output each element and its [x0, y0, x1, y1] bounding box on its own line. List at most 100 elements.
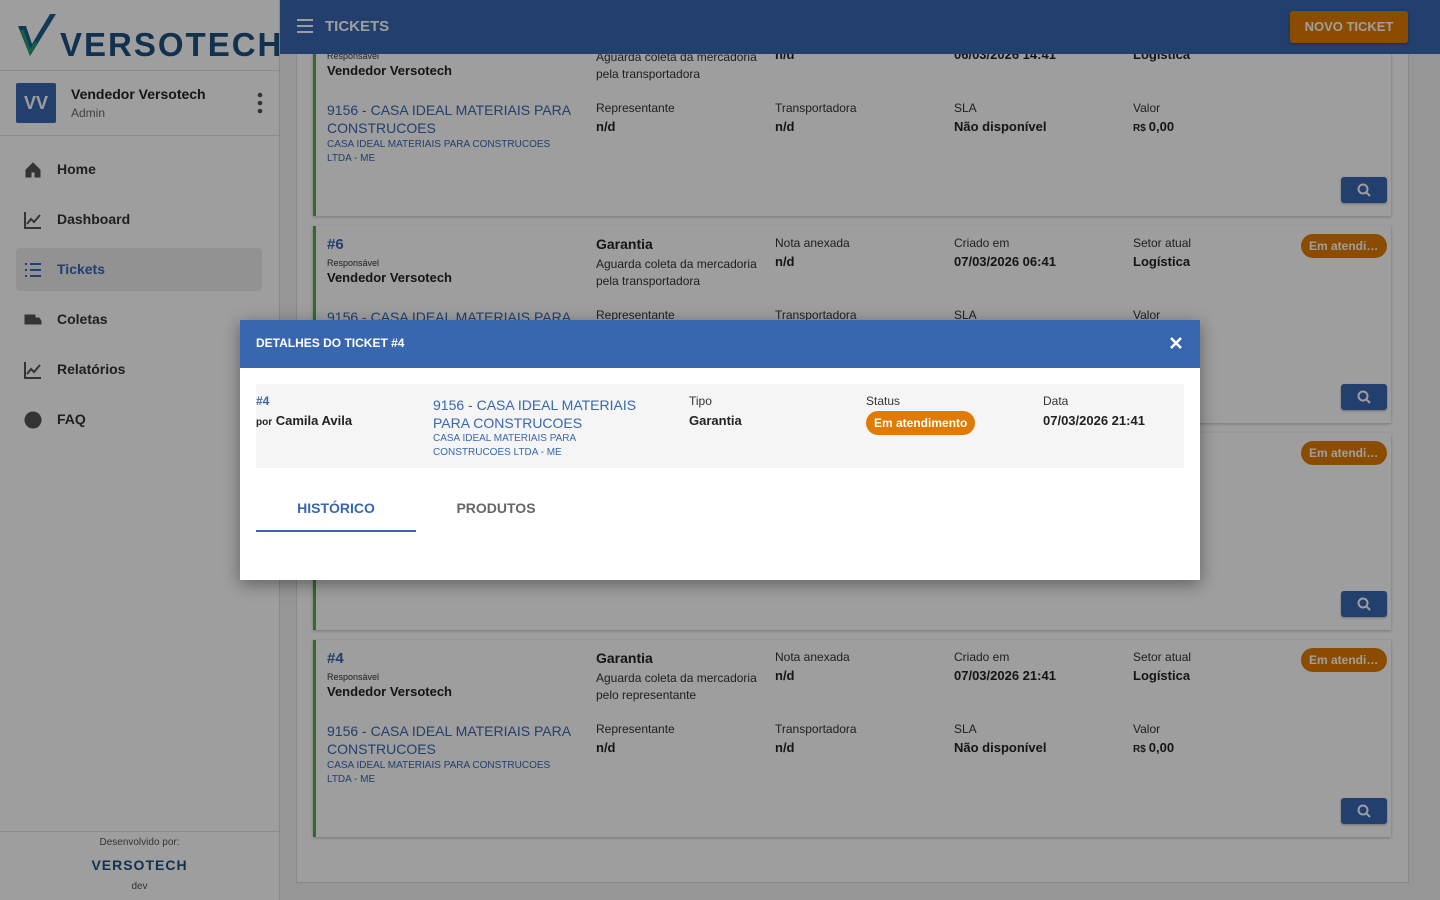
transportadora-label: Transportadora [775, 308, 857, 322]
user-role: Admin [71, 106, 106, 120]
sla-label: SLA [954, 722, 977, 736]
nav-item[interactable]: Relatórios [16, 348, 262, 391]
nav-label: Tickets [57, 261, 105, 277]
footer-env: dev [131, 881, 148, 892]
ticket-id: #6 [327, 236, 344, 253]
valor: R$ 0,00 [1133, 740, 1174, 755]
responsavel-label: Responsável [327, 258, 380, 268]
user-name: Vendedor Versotech [71, 86, 206, 102]
nav-item[interactable]: Dashboard [16, 198, 262, 241]
user-menu[interactable] [252, 92, 268, 114]
nav-label: Relatórios [57, 361, 126, 377]
modal-author: Camila Avila [275, 413, 353, 428]
page-title: TICKETS [325, 18, 390, 35]
nav-icon [24, 362, 41, 379]
nota: n/d [775, 254, 795, 269]
nav-item[interactable]: Coletas [16, 298, 262, 341]
modal-company: CASA IDEAL MATERIAIS PARA CONSTRUCOES LT… [433, 433, 576, 458]
setor-label: Setor atual [1133, 650, 1192, 664]
valor-amount: 0,00 [1148, 119, 1175, 134]
ticket-id: #4 [327, 650, 344, 667]
nav-label: Dashboard [57, 211, 131, 227]
responsavel: Vendedor Versotech [327, 684, 452, 699]
client: 9156 - CASA IDEAL MATERIAIS PARA CONSTRU… [327, 102, 571, 136]
criado: 07/03/2026 21:41 [954, 668, 1056, 683]
description: Aguarda coleta da mercadoria pela transp… [596, 257, 757, 288]
nav-icon [24, 411, 42, 429]
nav-item[interactable]: Home [16, 148, 262, 191]
close-button[interactable] [1170, 337, 1182, 349]
status-label: Status [866, 394, 901, 408]
nav-icon [25, 263, 41, 277]
search-button[interactable] [1341, 177, 1387, 203]
representante-label: Representante [596, 308, 675, 322]
search-button[interactable] [1341, 384, 1387, 410]
avatar: VV [16, 83, 56, 123]
ticket-card: #4 Responsável Vendedor Versotech Garantia A… [313, 640, 1391, 837]
transportadora-label: Transportadora [775, 101, 857, 115]
status-badge: Em atendimento [1301, 441, 1387, 465]
modal-client: 9156 - CASA IDEAL MATERIAIS PARA CONSTRU… [433, 397, 637, 431]
client: 9156 - CASA IDEAL MATERIAIS PARA CONSTRU… [327, 723, 571, 757]
sla-label: SLA [954, 308, 977, 322]
company: CASA IDEAL MATERIAIS PARA CONSTRUCOES LT… [327, 139, 551, 164]
tipo: Garantia [596, 650, 653, 666]
transportadora: n/d [775, 119, 795, 134]
search-icon [1357, 183, 1371, 197]
logo-icon [18, 14, 56, 56]
search-icon [1357, 390, 1371, 404]
nav-item[interactable]: FAQ [16, 398, 262, 441]
nav-label: Coletas [57, 311, 108, 327]
search-button[interactable] [1341, 591, 1387, 617]
footer-label: Desenvolvido por: [99, 837, 180, 848]
tab[interactable]: PRODUTOS [456, 500, 536, 516]
currency: R$ [1133, 744, 1146, 755]
setor: Logística [1133, 668, 1191, 683]
company: CASA IDEAL MATERIAIS PARA CONSTRUCOES LT… [327, 760, 551, 785]
currency: R$ [1133, 123, 1146, 134]
nota-label: Nota anexada [775, 236, 850, 250]
sla: Não disponível [954, 740, 1047, 755]
nota-label: Nota anexada [775, 650, 850, 664]
tipo-value: Garantia [689, 413, 742, 428]
modal-ticket-id: #4 [256, 394, 270, 408]
status-badge: Em atendimento [866, 411, 976, 435]
status-badge: Em atendimento [1301, 648, 1387, 672]
nav-label: FAQ [57, 411, 86, 427]
setor: Logística [1133, 254, 1191, 269]
valor-amount: 0,00 [1148, 740, 1175, 755]
tab-indicator [256, 530, 416, 532]
tipo: Garantia [596, 236, 653, 252]
nav-icon [24, 212, 41, 229]
by-prefix: por [256, 417, 273, 428]
search-icon [1357, 597, 1371, 611]
nota: n/d [775, 668, 795, 683]
criado: 07/03/2026 06:41 [954, 254, 1056, 269]
criado-label: Criado em [954, 650, 1010, 664]
responsavel: Vendedor Versotech [327, 63, 452, 78]
status-badge: Em atendimento [1301, 234, 1387, 258]
brand: VERSOTECH [60, 26, 284, 63]
data-value: 07/03/2026 21:41 [1043, 413, 1145, 428]
setor-label: Setor atual [1133, 236, 1192, 250]
representante: n/d [596, 119, 616, 134]
data-label: Data [1043, 394, 1069, 408]
nav-icon [24, 314, 42, 325]
sidebar: VERSOTECH VV Vendedor Versotech Admin Ho… [0, 0, 284, 900]
menu-icon[interactable] [297, 19, 313, 33]
valor: R$ 0,00 [1133, 119, 1174, 134]
new-ticket-button[interactable]: NOVO TICKET [1290, 11, 1408, 43]
sla-label: SLA [954, 101, 977, 115]
valor-label: Valor [1133, 101, 1161, 115]
nav-item[interactable]: Tickets [16, 248, 262, 291]
modal-title: DETALHES DO TICKET #4 [256, 336, 405, 350]
responsavel-label: Responsável [327, 51, 380, 61]
responsavel: Vendedor Versotech [327, 270, 452, 285]
representante-label: Representante [596, 101, 675, 115]
search-button[interactable] [1341, 798, 1387, 824]
tab[interactable]: HISTÓRICO [297, 500, 375, 516]
footer-brand: VERSOTECH [91, 857, 188, 873]
representante: n/d [596, 740, 616, 755]
transportadora-label: Transportadora [775, 722, 857, 736]
valor-label: Valor [1133, 722, 1161, 736]
